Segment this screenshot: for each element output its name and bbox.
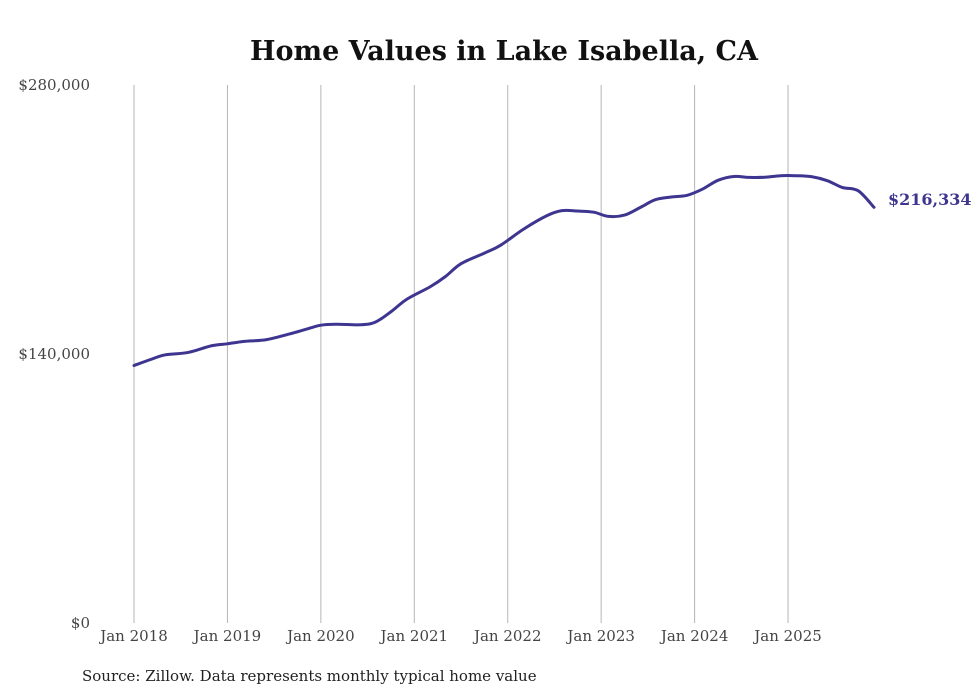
x-tick-label: Jan 2025	[752, 627, 822, 645]
end-value-label: $216,334	[888, 190, 972, 209]
gridlines	[133, 85, 789, 623]
y-tick-label: $280,000	[18, 76, 90, 94]
chart-title: Home Values in Lake Isabella, CA	[250, 36, 759, 67]
source-note: Source: Zillow. Data represents monthly …	[82, 667, 537, 685]
x-tick-label: Jan 2024	[659, 627, 729, 645]
x-tick-label: Jan 2023	[565, 627, 635, 645]
x-tick-label: Jan 2022	[472, 627, 542, 645]
x-tick-label: Jan 2020	[285, 627, 355, 645]
x-tick-label: Jan 2019	[192, 627, 262, 645]
x-tick-label: Jan 2021	[379, 627, 449, 645]
x-tick-label: Jan 2018	[98, 627, 168, 645]
y-tick-label: $140,000	[18, 345, 90, 363]
series-line-0	[132, 174, 876, 368]
x-axis-ticks: Jan 2018 Jan 2019 Jan 2020 Jan 2021 Jan 2022…	[98, 627, 822, 645]
y-tick-label: $0	[71, 614, 90, 632]
y-axis-ticks: $0 $140,000 $280,000	[18, 76, 90, 632]
series-group	[132, 174, 876, 368]
